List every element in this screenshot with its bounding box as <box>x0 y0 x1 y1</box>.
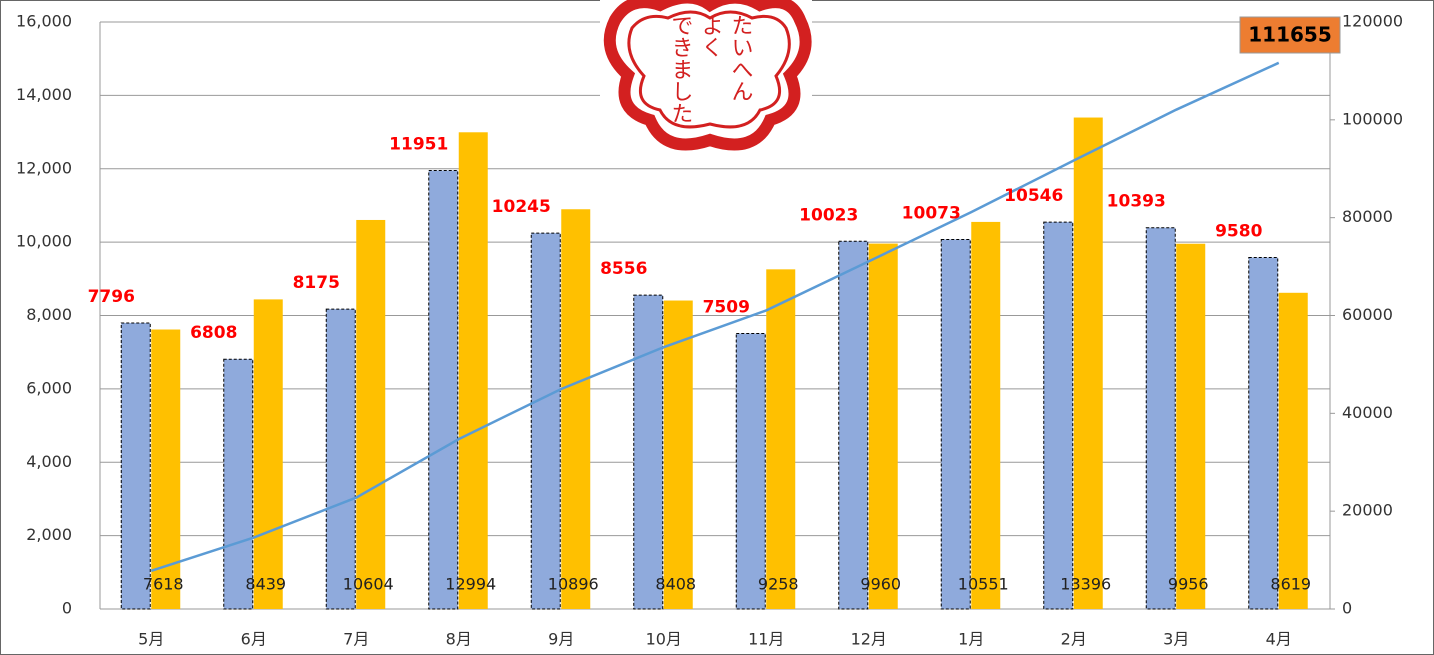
bar <box>1073 117 1103 610</box>
data-label: 10023 <box>799 205 858 225</box>
y2-tick-label: 0 <box>1342 599 1352 618</box>
line <box>150 61 1280 573</box>
x-tick-label: 3月 <box>1163 630 1189 649</box>
x-tick-label: 10月 <box>646 630 682 649</box>
total-label: 111655 <box>1248 23 1332 47</box>
bar <box>428 170 459 610</box>
x-tick-label: 2月 <box>1061 630 1087 649</box>
y2-tick-label: 20000 <box>1342 501 1393 520</box>
data-label: 10073 <box>902 203 961 223</box>
data-label: 9258 <box>758 575 799 594</box>
data-label: 9956 <box>1168 575 1209 594</box>
x-tick-label: 9月 <box>548 630 574 649</box>
y-tick-label: 6,000 <box>26 378 72 397</box>
bar <box>223 358 254 610</box>
total-box <box>1239 16 1341 54</box>
data-label: 10551 <box>958 575 1009 594</box>
y-tick-label: 10,000 <box>16 232 72 251</box>
bar <box>971 221 1001 609</box>
y-tick-label: 2,000 <box>26 525 72 544</box>
x-tick-label: 6月 <box>241 630 267 649</box>
x-tick-label: 5月 <box>138 630 164 649</box>
data-label: 13396 <box>1060 575 1111 594</box>
x-tick-label: 8月 <box>446 630 472 649</box>
data-label: 10546 <box>1004 186 1063 206</box>
data-label: 7618 <box>143 575 184 594</box>
bar <box>1145 227 1176 610</box>
stamp-text: よく <box>698 14 723 58</box>
data-label: 11951 <box>389 135 448 155</box>
bar <box>633 294 664 610</box>
bar <box>735 333 766 610</box>
data-label: 8408 <box>655 575 696 594</box>
x-tick-label: 12月 <box>851 630 887 649</box>
x-tick-label: 4月 <box>1266 630 1292 649</box>
x-tick-label: 7月 <box>343 630 369 649</box>
data-label: 7509 <box>703 298 750 318</box>
data-label: 10393 <box>1107 192 1166 212</box>
data-label: 6808 <box>190 323 237 343</box>
y-tick-label: 12,000 <box>16 158 72 177</box>
bar <box>663 300 693 609</box>
bar <box>940 238 971 610</box>
bar <box>253 299 283 609</box>
y2-tick-label: 120000 <box>1342 12 1403 31</box>
bar <box>1248 257 1279 610</box>
data-label: 12994 <box>445 575 496 594</box>
y-tick-label: 0 <box>62 599 72 618</box>
y-tick-label: 14,000 <box>16 85 72 104</box>
bar <box>766 269 796 609</box>
bar <box>356 219 386 609</box>
data-label: 7796 <box>88 287 135 307</box>
y2-tick-label: 80000 <box>1342 207 1393 226</box>
bar <box>1176 243 1206 609</box>
stamp-text: できました <box>668 14 693 124</box>
bar <box>530 232 561 610</box>
data-label: 9580 <box>1215 222 1262 242</box>
data-label: 9960 <box>860 575 901 594</box>
data-label: 8556 <box>600 259 647 279</box>
stamp-inner <box>627 10 791 129</box>
data-label: 8175 <box>293 273 340 293</box>
bar <box>1043 221 1074 610</box>
data-label: 10604 <box>343 575 394 594</box>
bar <box>561 209 591 610</box>
y-tick-label: 4,000 <box>26 452 72 471</box>
data-label: 10245 <box>492 197 551 217</box>
bar <box>1278 292 1308 609</box>
stamp-text: たいへん <box>728 14 753 102</box>
x-tick-label: 11月 <box>748 630 784 649</box>
bar <box>868 243 898 609</box>
y-tick-label: 8,000 <box>26 305 72 324</box>
x-tick-label: 1月 <box>958 630 984 649</box>
bar <box>458 132 488 609</box>
bar <box>838 240 869 610</box>
y2-tick-label: 60000 <box>1342 305 1393 324</box>
y-tick-label: 16,000 <box>16 12 72 31</box>
bar <box>120 322 151 610</box>
y2-tick-label: 40000 <box>1342 403 1393 422</box>
y2-tick-label: 100000 <box>1342 109 1403 128</box>
data-label: 10896 <box>548 575 599 594</box>
data-label: 8439 <box>245 575 286 594</box>
bar <box>325 308 356 610</box>
data-label: 8619 <box>1270 575 1311 594</box>
